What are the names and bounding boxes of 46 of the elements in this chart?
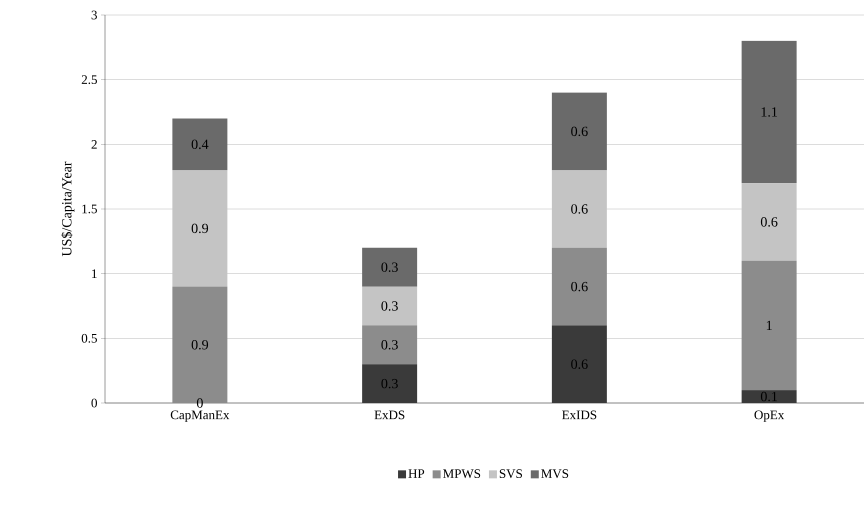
- bar: [362, 364, 418, 404]
- y-tick-label: 2: [92, 140, 97, 149]
- data-label: 0.6: [571, 126, 588, 136]
- y-tick-label: 0.5: [82, 334, 97, 343]
- data-label: 0.6: [571, 204, 588, 214]
- y-tick-label: 1: [92, 269, 97, 278]
- legend-label: HP: [408, 469, 424, 478]
- data-label: 0.9: [192, 224, 208, 234]
- bar: [172, 118, 228, 170]
- bar: [552, 248, 607, 326]
- y-tick-label: 1.5: [82, 204, 97, 214]
- x-tick-label: CapManEx: [170, 410, 230, 422]
- x-tick-label: ExDS: [374, 410, 404, 420]
- bar: [362, 248, 418, 287]
- data-label: 0.4: [192, 140, 208, 150]
- bar: [362, 286, 418, 326]
- data-label: 0.6: [760, 217, 778, 227]
- legend-label: MVS: [541, 469, 568, 478]
- bar: [362, 325, 418, 364]
- y-axis-title: US$/Capita/Year: [61, 162, 74, 256]
- bar: [742, 183, 797, 261]
- legend-label: SVS: [500, 469, 522, 478]
- bar: [552, 170, 607, 248]
- y-tick-label: 3: [92, 10, 97, 20]
- data-label: 0.3: [381, 262, 398, 272]
- data-label: 0.9: [192, 340, 208, 350]
- legend-label: MPWS: [443, 469, 480, 478]
- data-label: 0.6: [571, 282, 588, 292]
- data-label: 0.3: [381, 378, 398, 388]
- x-tick-label: ExIDS: [562, 410, 596, 420]
- data-label: 0.1: [760, 392, 778, 402]
- data-label: 0.3: [381, 340, 398, 350]
- y-tick-label: 0: [91, 398, 97, 408]
- annotation: 0: [196, 398, 203, 408]
- data-label: 0.3: [381, 301, 398, 311]
- data-label: 1: [766, 320, 772, 330]
- bar: [172, 170, 228, 287]
- data-label: 1.1: [762, 107, 778, 117]
- bar: [742, 390, 797, 404]
- bar: [552, 92, 607, 170]
- y-tick-label: 2.5: [82, 75, 97, 84]
- data-label: 0.6: [571, 359, 588, 369]
- bar: [552, 325, 607, 404]
- x-tick-label: OpEx: [754, 410, 784, 422]
- bar: [742, 40, 797, 184]
- bar: [742, 260, 797, 390]
